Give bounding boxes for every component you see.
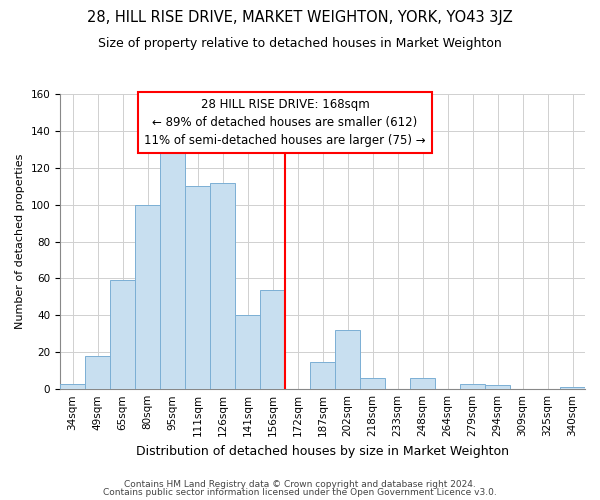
Bar — [60, 384, 85, 389]
Bar — [235, 316, 260, 389]
Bar — [210, 182, 235, 389]
Bar — [360, 378, 385, 389]
Text: Size of property relative to detached houses in Market Weighton: Size of property relative to detached ho… — [98, 38, 502, 51]
Text: Contains HM Land Registry data © Crown copyright and database right 2024.: Contains HM Land Registry data © Crown c… — [124, 480, 476, 489]
Bar — [335, 330, 360, 389]
Bar — [110, 280, 135, 389]
Y-axis label: Number of detached properties: Number of detached properties — [15, 154, 25, 330]
Bar — [160, 144, 185, 389]
Bar — [185, 186, 210, 389]
Bar — [260, 290, 285, 389]
Bar — [410, 378, 435, 389]
Bar — [85, 356, 110, 389]
Bar — [460, 384, 485, 389]
Text: 28 HILL RISE DRIVE: 168sqm
← 89% of detached houses are smaller (612)
11% of sem: 28 HILL RISE DRIVE: 168sqm ← 89% of deta… — [144, 98, 426, 146]
X-axis label: Distribution of detached houses by size in Market Weighton: Distribution of detached houses by size … — [136, 444, 509, 458]
Bar — [135, 204, 160, 389]
Bar — [485, 386, 510, 389]
Bar — [310, 362, 335, 389]
Text: Contains public sector information licensed under the Open Government Licence v3: Contains public sector information licen… — [103, 488, 497, 497]
Bar — [560, 388, 585, 389]
Text: 28, HILL RISE DRIVE, MARKET WEIGHTON, YORK, YO43 3JZ: 28, HILL RISE DRIVE, MARKET WEIGHTON, YO… — [87, 10, 513, 25]
